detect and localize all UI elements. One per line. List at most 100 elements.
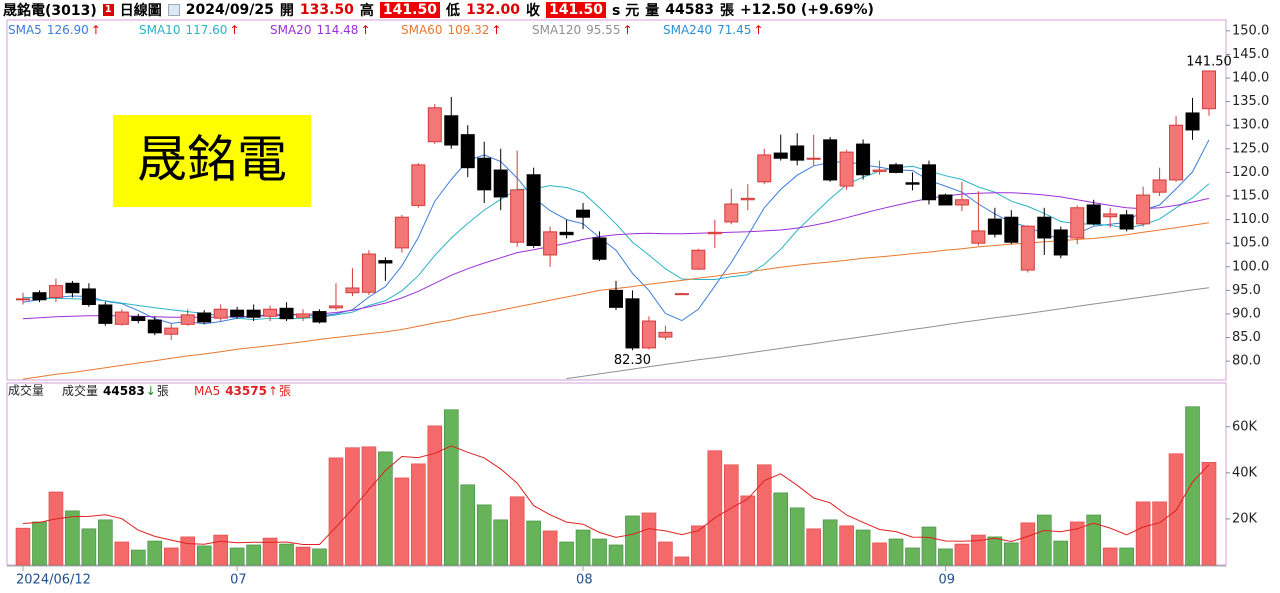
legend-value: 95.55 (586, 23, 620, 37)
candle-body (740, 197, 755, 201)
y-tick-label: 145.0 (1232, 47, 1269, 62)
close: 141.50 (545, 2, 607, 18)
legend-name: SMA120 (532, 23, 581, 37)
badge: 1 (102, 4, 114, 16)
candle-body (98, 304, 113, 324)
candle-body (296, 313, 311, 318)
candle-body (806, 157, 821, 160)
volume-bar (888, 538, 904, 566)
candle-body (1169, 124, 1184, 181)
candle-body (477, 157, 492, 191)
stock-name: 晟銘電(3013) (3, 3, 97, 19)
volume-bar (921, 526, 937, 566)
y-tick-label: 60K (1232, 419, 1258, 434)
high-label: 高 (359, 3, 374, 19)
candle-body (444, 115, 459, 146)
candle-body (1070, 207, 1085, 239)
candle-body (48, 285, 63, 298)
y-tick-label: 80.0 (1232, 354, 1261, 369)
legend-item: SMA60 109.32 ↑ (401, 23, 502, 37)
candle-body (1037, 216, 1052, 239)
volume-bar (1185, 406, 1200, 566)
volume-bar (345, 447, 360, 566)
legend-value: 109.32 (447, 23, 489, 37)
volume-bar (460, 484, 476, 566)
volume-bar (295, 546, 311, 566)
candle-body (526, 174, 541, 247)
volume-bar (872, 542, 887, 566)
legend-value: 43575 (225, 384, 267, 398)
candle-body (839, 151, 854, 187)
candle-body (1119, 214, 1134, 230)
candle-body (263, 308, 278, 317)
price-panel (6, 19, 1227, 381)
volume-bar (509, 496, 525, 566)
legend-value: 44583 (103, 384, 145, 398)
change: +12.50 (+9.69%) (739, 2, 874, 18)
volume-bar (98, 519, 113, 566)
volume-bar (559, 541, 574, 566)
low: 132.00 (465, 2, 520, 18)
candle-body (230, 309, 245, 317)
candle-body (1152, 179, 1167, 193)
candle-body (938, 194, 953, 206)
legend-item: 成交量 44583↓張 (62, 383, 169, 398)
candle-body (131, 316, 146, 322)
candle-body (790, 145, 805, 161)
volume-bar (147, 540, 163, 566)
candle-body (16, 298, 30, 301)
candle-body (279, 307, 294, 320)
candle-body (707, 231, 722, 235)
open-label: 開 (279, 3, 294, 19)
volume: 44583 (665, 2, 714, 18)
volume-bar (493, 519, 508, 566)
volume-bar (476, 504, 492, 566)
candle-body (411, 164, 426, 206)
legend-value: 114.48 (316, 23, 358, 37)
y-tick-label: 105.0 (1232, 236, 1269, 251)
legend-unit: 張 (157, 384, 169, 398)
volume-bar (806, 528, 821, 566)
candle-body (394, 216, 409, 249)
volume-bar (542, 530, 558, 566)
legend-trend: ↑ (622, 23, 632, 37)
legend-item: SMA120 95.55 ↑ (532, 23, 633, 37)
y-tick-label: 95.0 (1232, 283, 1261, 298)
volume-bar (1102, 547, 1118, 566)
volume-bar (131, 549, 146, 566)
volume-bar (411, 463, 426, 566)
candle-body (1202, 70, 1216, 110)
volume-bar (905, 547, 920, 566)
candle-body (1103, 213, 1118, 218)
candle-body (724, 203, 739, 223)
volume-bar (163, 547, 179, 566)
legend-item: SMA240 71.45 ↑ (663, 23, 764, 37)
legend-trend: ↑ (753, 23, 763, 37)
volume-bar (196, 545, 212, 566)
volume-bar (1135, 501, 1151, 566)
volume-bar (394, 477, 410, 566)
volume-bar (1004, 542, 1019, 566)
candle-body (164, 327, 179, 335)
candle-body (361, 253, 376, 293)
volume-bar (427, 425, 443, 566)
candle-body (427, 107, 442, 143)
volume-bar (987, 536, 1003, 566)
x-tick-label: 08 (576, 573, 593, 588)
x-tick-label: 07 (230, 573, 247, 588)
ma-line (566, 287, 1210, 380)
volume-bar (213, 534, 228, 566)
volume-bar (32, 521, 47, 566)
volume-bar (180, 536, 196, 566)
unit: 張 (719, 3, 734, 19)
icon (167, 4, 180, 16)
volume-ma-line (22, 445, 1210, 545)
volume-bar (526, 520, 541, 566)
y-tick-label: 90.0 (1232, 306, 1261, 321)
y-tick-label: 140.0 (1232, 71, 1269, 86)
x-tick-label: 2024/06/12 (16, 573, 91, 588)
candle-body (312, 311, 327, 323)
candle-body (246, 309, 261, 318)
volume-bar (971, 534, 986, 566)
